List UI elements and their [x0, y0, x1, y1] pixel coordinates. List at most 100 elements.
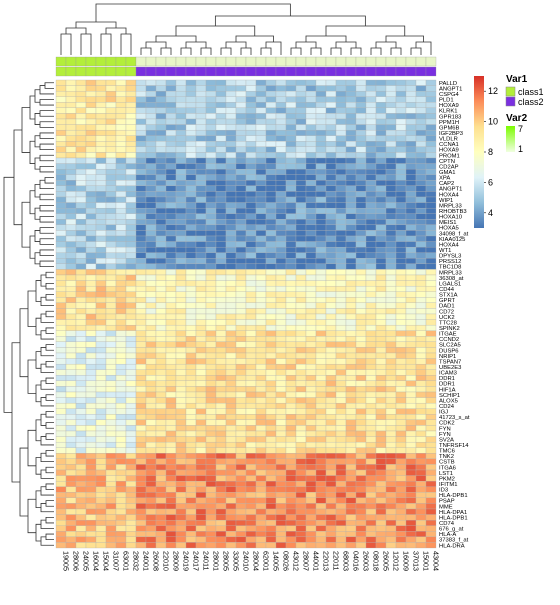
- heatmap-cell: [405, 252, 417, 259]
- heatmap-cell: [125, 386, 137, 393]
- heatmap-cell: [395, 174, 407, 181]
- heatmap-cell: [375, 152, 387, 159]
- heatmap-cell: [145, 324, 157, 331]
- heatmap-cell: [175, 375, 187, 382]
- heatmap-cell: [345, 358, 357, 365]
- heatmap-cell: [225, 124, 237, 131]
- heatmap-cell: [115, 492, 127, 499]
- heatmap-cell: [275, 458, 287, 465]
- heatmap-cell: [125, 129, 137, 136]
- heatmap-cell: [425, 152, 437, 159]
- heatmap-cell: [285, 492, 297, 499]
- row-label: ALOX5: [439, 398, 458, 404]
- dendrogram-branch: [45, 422, 54, 429]
- heatmap-cell: [395, 213, 407, 220]
- heatmap-cell: [175, 503, 187, 510]
- heatmap-cell: [75, 79, 87, 86]
- heatmap-cell: [355, 213, 367, 220]
- heatmap-cell: [95, 391, 107, 398]
- heatmap-cell: [385, 180, 397, 187]
- heatmap-cell: [215, 414, 227, 421]
- heatmap-cell: [85, 274, 97, 281]
- heatmap-cell: [425, 536, 437, 543]
- dendrogram-branch: [45, 500, 54, 507]
- column-label: 24011: [202, 551, 211, 570]
- heatmap-cell: [345, 96, 357, 103]
- heatmap-cell: [85, 252, 97, 259]
- heatmap-cell: [215, 107, 227, 114]
- heatmap-cell: [105, 241, 117, 248]
- heatmap-cell: [235, 129, 247, 136]
- heatmap-cell: [315, 397, 327, 404]
- heatmap-cell: [395, 168, 407, 175]
- column-label: 24019: [182, 551, 191, 571]
- heatmap-cell: [225, 319, 237, 326]
- heatmap-cell: [135, 336, 147, 343]
- heatmap-cell: [415, 519, 427, 526]
- heatmap-cell: [335, 258, 347, 265]
- heatmap-cell: [255, 447, 267, 454]
- heatmap-cell: [135, 363, 147, 370]
- row-label: TNK2: [439, 454, 454, 460]
- heatmap-cell: [335, 542, 347, 549]
- row-label: NRIP1: [439, 354, 456, 360]
- heatmap-cell: [65, 124, 77, 131]
- heatmap-cell: [205, 174, 217, 181]
- heatmap-cell: [65, 453, 77, 460]
- heatmap-cell: [125, 230, 137, 237]
- heatmap-cell: [425, 492, 437, 499]
- heatmap-cell: [125, 453, 137, 460]
- annotation-var2-cell: [175, 56, 187, 67]
- heatmap-cell: [125, 96, 137, 103]
- heatmap-cell: [125, 235, 137, 242]
- heatmap-cell: [65, 152, 77, 159]
- heatmap-cell: [165, 252, 177, 259]
- heatmap-cell: [295, 285, 307, 292]
- heatmap-cell: [215, 453, 227, 460]
- dendrogram-branch: [34, 135, 40, 148]
- dendrogram-branch: [45, 294, 54, 301]
- heatmap-cell: [115, 324, 127, 331]
- heatmap-cell: [255, 102, 267, 109]
- heatmap-cell: [345, 246, 357, 253]
- heatmap-cell: [285, 274, 297, 281]
- heatmap-cell: [75, 274, 87, 281]
- heatmap-cell: [405, 96, 417, 103]
- heatmap-cell: [55, 285, 67, 292]
- heatmap-cell: [255, 157, 267, 164]
- heatmap-cell: [315, 536, 327, 543]
- heatmap-cell: [355, 508, 367, 515]
- heatmap-cell: [385, 447, 397, 454]
- heatmap-cell: [165, 453, 177, 460]
- heatmap-cell: [65, 280, 77, 287]
- heatmap-cell: [425, 503, 437, 510]
- heatmap-cell: [85, 414, 97, 421]
- dendrogram-branch: [40, 397, 54, 407]
- heatmap-cell: [315, 375, 327, 382]
- heatmap-cell: [75, 191, 87, 198]
- heatmap-cell: [195, 113, 207, 120]
- heatmap-cell: [325, 375, 337, 382]
- heatmap-cell: [255, 141, 267, 148]
- heatmap-cell: [415, 252, 427, 259]
- heatmap-cell: [235, 414, 247, 421]
- heatmap-cell: [375, 347, 387, 354]
- heatmap-cell: [265, 285, 277, 292]
- heatmap-cell: [245, 525, 257, 532]
- heatmap-cell: [285, 536, 297, 543]
- heatmap-cell: [355, 542, 367, 549]
- heatmap-cell: [365, 152, 377, 159]
- dendrogram-branch: [290, 47, 302, 55]
- heatmap-cell: [215, 285, 227, 292]
- heatmap-cell: [225, 224, 237, 231]
- heatmap-cell: [375, 486, 387, 493]
- heatmap-cell: [235, 235, 247, 242]
- heatmap-cell: [165, 369, 177, 376]
- dendrogram-branch: [65, 27, 87, 34]
- heatmap-cell: [275, 486, 287, 493]
- heatmap-cell: [125, 291, 137, 298]
- heatmap-cell: [235, 380, 247, 387]
- heatmap-cell: [415, 324, 427, 331]
- heatmap-cell: [215, 464, 227, 471]
- heatmap-cell: [55, 246, 67, 253]
